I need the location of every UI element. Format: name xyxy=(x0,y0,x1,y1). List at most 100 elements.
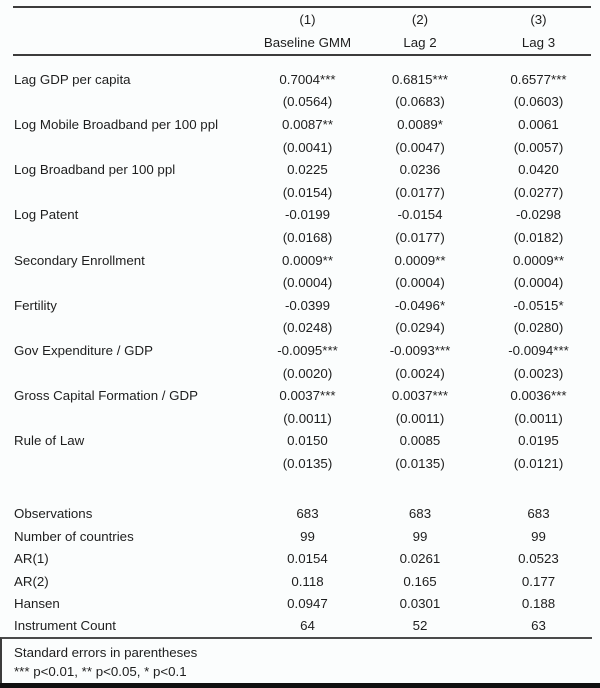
coefficient-value: 0.0420 xyxy=(518,162,559,178)
standard-error-row: (0.0011) (0.0011) (0.0011) xyxy=(0,407,600,430)
statistic-row: AR(2) 0.118 0.165 0.177 xyxy=(0,570,600,592)
coefficient-row: Log Mobile Broadband per 100 ppl 0.0087**… xyxy=(0,113,600,136)
statistic-value: 0.0261 xyxy=(399,551,441,567)
coefficient-value: 0.0150 xyxy=(287,433,328,449)
standard-error-value: (0.0047) xyxy=(395,139,445,155)
coefficient-value: -0.0095*** xyxy=(277,342,338,358)
statistic-row: Observations 683 683 683 xyxy=(0,503,600,525)
coefficient-value: 0.0087** xyxy=(281,116,334,132)
coefficient-value: -0.0298 xyxy=(515,207,562,223)
statistic-row: Number of countries 99 99 99 xyxy=(0,525,600,547)
statistic-value: 0.165 xyxy=(403,573,437,589)
coefficients-section: Lag GDP per capita 0.7004*** 0.6815*** 0.65… xyxy=(0,56,600,475)
empty-cell xyxy=(0,181,252,204)
standard-error-row: (0.0564) (0.0683) (0.0603) xyxy=(0,91,600,114)
coefficient-value: -0.0154 xyxy=(397,207,443,223)
variable-label: Log Mobile Broadband per 100 ppl xyxy=(14,116,219,132)
coefficient-value: -0.0496* xyxy=(394,297,446,313)
standard-error-value: (0.0154) xyxy=(282,184,333,200)
column-name: Lag 3 xyxy=(521,35,556,50)
column-name-row: Baseline GMM Lag 2 Lag 3 xyxy=(0,31,600,54)
standard-error-value: (0.0177) xyxy=(395,229,445,245)
coefficient-value: 0.0036*** xyxy=(510,388,567,404)
standard-error-value: (0.0277) xyxy=(513,184,564,200)
spacer-row xyxy=(0,475,600,503)
standard-error-value: (0.0280) xyxy=(513,320,564,336)
statistic-value: 63 xyxy=(531,618,546,634)
column-header-table: (1) (2) (3) Baseline GMM Lag 2 Lag 3 xyxy=(0,8,600,54)
standard-error-value: (0.0182) xyxy=(513,229,564,245)
standard-error-value: (0.0024) xyxy=(395,365,445,381)
statistic-value: 99 xyxy=(300,528,315,544)
statistic-value: 683 xyxy=(296,506,319,522)
standard-error-row: (0.0041) (0.0047) (0.0057) xyxy=(0,136,600,159)
empty-cell xyxy=(0,362,252,385)
standard-error-row: (0.0004) (0.0004) (0.0004) xyxy=(0,271,600,294)
standard-error-value: (0.0294) xyxy=(395,320,445,336)
variable-label: Secondary Enrollment xyxy=(14,252,145,268)
coefficient-value: 0.0009** xyxy=(512,252,565,268)
coefficient-value: -0.0399 xyxy=(284,297,331,313)
statistic-value: 0.188 xyxy=(521,595,556,611)
standard-error-row: (0.0020) (0.0024) (0.0023) xyxy=(0,362,600,385)
statistic-label: Number of countries xyxy=(14,528,134,544)
table-notes: Standard errors in parentheses *** p<0.0… xyxy=(0,637,592,684)
standard-error-value: (0.0004) xyxy=(282,275,333,291)
standard-error-value: (0.0023) xyxy=(513,365,564,381)
statistic-value: 0.0301 xyxy=(399,595,441,611)
standard-error-value: (0.0683) xyxy=(395,94,445,110)
coefficient-value: 0.0037*** xyxy=(279,388,336,404)
coefficient-value: 0.7004*** xyxy=(279,71,336,87)
column-name: Baseline GMM xyxy=(263,35,352,50)
column-number: (2) xyxy=(411,12,429,27)
header-rule xyxy=(13,54,591,56)
standard-error-value: (0.0011) xyxy=(395,410,445,426)
standard-error-value: (0.0177) xyxy=(395,184,445,200)
variable-label: Gross Capital Formation / GDP xyxy=(14,388,198,404)
statistic-label: AR(1) xyxy=(14,551,49,567)
standard-error-row: (0.0135) (0.0135) (0.0121) xyxy=(0,452,600,475)
statistic-label: Observations xyxy=(14,506,93,522)
coefficient-value: 0.0195 xyxy=(518,433,559,449)
empty-cell xyxy=(0,31,252,54)
column-number: (3) xyxy=(530,12,547,27)
empty-cell xyxy=(0,226,252,249)
statistic-row: Instrument Count 64 52 63 xyxy=(0,615,600,637)
coefficient-value: 0.0061 xyxy=(518,116,559,132)
variable-label: Lag GDP per capita xyxy=(14,71,131,87)
note-significance-levels: *** p<0.01, ** p<0.05, * p<0.1 xyxy=(14,664,187,680)
statistic-label: AR(2) xyxy=(14,573,49,589)
coefficient-row: Rule of Law 0.0150 0.0085 0.0195 xyxy=(0,430,600,453)
standard-error-value: (0.0041) xyxy=(282,139,333,155)
empty-cell xyxy=(0,91,252,114)
coefficient-row: Fertility -0.0399 -0.0496* -0.0515* xyxy=(0,294,600,317)
standard-error-value: (0.0004) xyxy=(513,275,564,291)
top-rule xyxy=(13,6,591,8)
empty-cell xyxy=(0,8,252,31)
statistic-value: 0.118 xyxy=(291,573,324,589)
statistic-value: 683 xyxy=(408,506,432,522)
coefficient-value: 0.6577*** xyxy=(510,71,567,87)
statistic-row: AR(1) 0.0154 0.0261 0.0523 xyxy=(0,547,600,569)
statistic-value: 0.0154 xyxy=(287,551,328,567)
coefficient-value: 0.0009** xyxy=(281,252,334,268)
standard-error-value: (0.0121) xyxy=(513,455,564,471)
coefficient-value: -0.0199 xyxy=(284,207,331,223)
standard-error-value: (0.0168) xyxy=(282,229,333,245)
standard-error-value: (0.0004) xyxy=(395,275,445,291)
coefficient-row: Gov Expenditure / GDP -0.0095*** -0.0093**… xyxy=(0,339,600,362)
statistic-value: 683 xyxy=(527,506,550,522)
standard-error-value: (0.0603) xyxy=(513,94,564,110)
coefficient-value: -0.0515* xyxy=(513,297,564,313)
coefficient-row: Lag GDP per capita 0.7004*** 0.6815*** 0.65… xyxy=(0,68,600,91)
note-standard-errors: Standard errors in parentheses xyxy=(14,645,198,661)
statistic-value: 99 xyxy=(531,528,546,544)
coefficient-value: 0.0089* xyxy=(397,116,443,132)
standard-error-value: (0.0011) xyxy=(514,410,563,426)
standard-error-value: (0.0057) xyxy=(513,139,564,155)
statistic-value: 0.177 xyxy=(521,573,556,589)
coefficient-value: 0.6815*** xyxy=(391,71,449,87)
standard-error-value: (0.0020) xyxy=(282,365,333,381)
statistic-row: Hansen 0.0947 0.0301 0.188 xyxy=(0,592,600,614)
